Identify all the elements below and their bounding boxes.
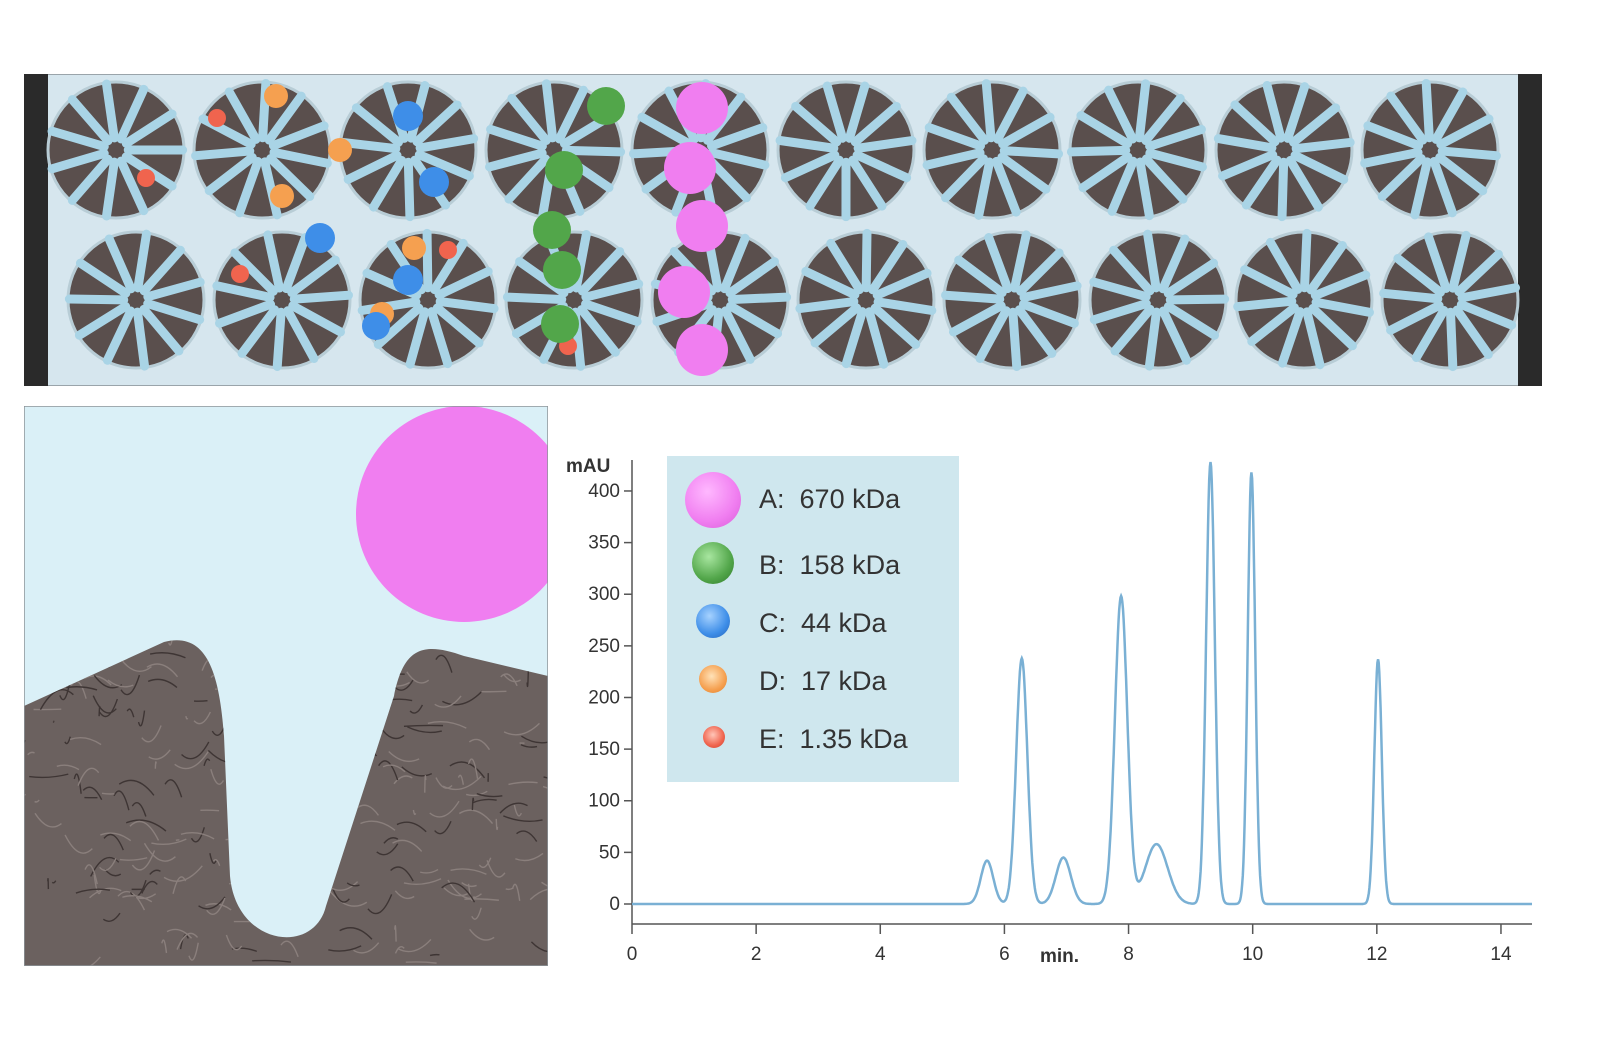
legend-label-b: B: 158 kDa (759, 550, 901, 580)
porous-bead (64, 229, 206, 371)
protein-b-molecule (543, 251, 581, 289)
legend-label-d: D: 17 kDa (759, 666, 887, 696)
protein-a-molecule (676, 324, 728, 376)
y-tick-label: 350 (588, 533, 620, 554)
x-tick-label: 2 (751, 944, 762, 965)
protein-d-molecule (328, 138, 352, 162)
protein-e-icon (703, 726, 725, 748)
chromatogram-trace (632, 461, 1532, 906)
protein-d-icon (699, 665, 727, 693)
protein-a-molecule (676, 82, 728, 134)
legend-label-c: C: 44 kDa (759, 608, 887, 638)
x-tick-label: 4 (875, 944, 886, 965)
y-tick-label: 150 (588, 739, 620, 760)
porous-bead (1066, 79, 1208, 221)
protein-d-molecule (270, 184, 294, 208)
protein-d-molecule (402, 236, 426, 260)
porous-bead (795, 228, 937, 370)
y-tick-label: 300 (588, 584, 620, 605)
protein-e-molecule (208, 109, 226, 127)
porous-bead (775, 80, 917, 222)
protein-a-molecule (658, 266, 710, 318)
protein-e-molecule (231, 265, 249, 283)
y-tick-label: 400 (588, 481, 620, 502)
pore-closeup (24, 406, 548, 966)
y-tick-label: 250 (588, 636, 620, 657)
protein-group (137, 82, 728, 376)
protein-e-molecule (439, 241, 457, 259)
column-diagram (24, 74, 1542, 386)
x-tick-label: 12 (1366, 944, 1387, 965)
protein-c-icon (696, 604, 730, 638)
legend-item-e: E: 1.35 kDa (667, 714, 959, 764)
porous-bead (502, 230, 644, 371)
legend-label-e: E: 1.35 kDa (759, 724, 908, 754)
protein-a-molecule (664, 142, 716, 194)
protein-a-molecule (676, 200, 728, 252)
porous-bead (1213, 80, 1355, 222)
y-tick-label: 100 (588, 791, 620, 812)
porous-bead (357, 228, 499, 370)
y-axis-ticks: 0 50 100 150 200 250 300 350 400 (588, 481, 632, 915)
porous-bead (922, 79, 1064, 220)
x-tick-label: 8 (1123, 944, 1134, 965)
x-tick-label: 6 (999, 944, 1010, 965)
porous-bead (191, 78, 332, 220)
legend: A: 670 kDa B: 158 kDa C: 44 kDa D: 17 kD… (667, 456, 959, 782)
protein-c-molecule (362, 312, 390, 340)
porous-bead (1233, 228, 1374, 370)
x-tick-label: 0 (627, 944, 638, 965)
legend-item-c: C: 44 kDa (667, 598, 959, 648)
column-end-right (1518, 74, 1542, 386)
protein-c-molecule (305, 223, 335, 253)
protein-c-molecule (419, 167, 449, 197)
porous-bead (941, 230, 1082, 371)
chromatogram: mAU 0 50 100 150 200 250 300 350 400 0 2 4 6 8 10 12 14… (566, 456, 1532, 967)
x-axis-unit: min. (1040, 946, 1079, 967)
legend-item-d: D: 17 kDa (667, 656, 959, 706)
bead-group (46, 78, 1521, 372)
porous-bead (1360, 78, 1501, 220)
y-tick-label: 50 (599, 842, 620, 863)
y-axis-unit: mAU (566, 456, 610, 477)
x-tick-label: 14 (1490, 944, 1512, 965)
protein-b-molecule (533, 211, 571, 249)
legend-label-a: A: 670 kDa (759, 484, 901, 514)
x-axis-ticks: 0 2 4 6 8 10 12 14 (627, 924, 1512, 965)
protein-b-molecule (587, 87, 625, 125)
porous-bead (1088, 229, 1230, 371)
protein-b-icon (692, 542, 734, 584)
porous-bead (1379, 230, 1521, 372)
protein-c-molecule (393, 265, 423, 295)
large-protein (356, 406, 548, 622)
protein-b-molecule (545, 151, 583, 189)
x-tick-label: 10 (1242, 944, 1263, 965)
porous-bead (212, 230, 353, 371)
protein-a-icon (685, 472, 741, 528)
legend-item-b: B: 158 kDa (667, 540, 959, 590)
porous-bead (46, 79, 188, 221)
column-end-left (24, 74, 48, 386)
protein-d-molecule (264, 84, 288, 108)
legend-item-a: A: 670 kDa (667, 472, 959, 528)
protein-b-molecule (541, 305, 579, 343)
y-tick-label: 200 (588, 687, 620, 708)
protein-e-molecule (137, 169, 155, 187)
protein-c-molecule (393, 101, 423, 131)
y-tick-label: 0 (609, 894, 620, 915)
